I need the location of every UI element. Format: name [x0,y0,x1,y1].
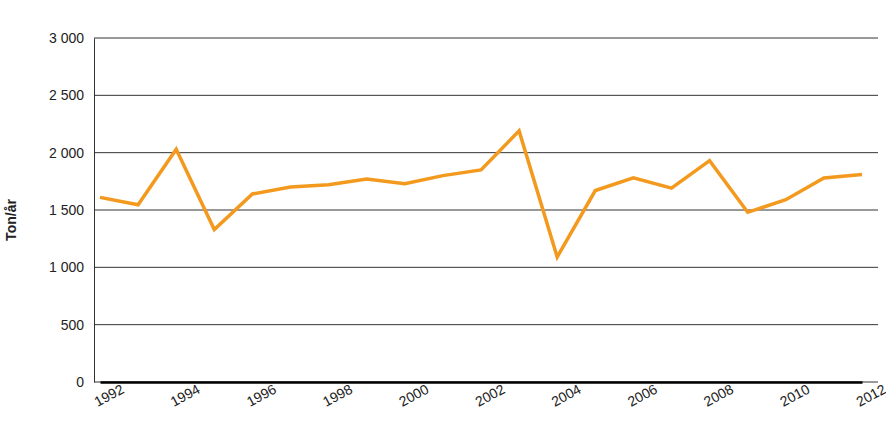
x-tick-label: 2002 [472,381,507,410]
y-tick-label: 1 500 [49,202,84,218]
y-tick: 2 500 [49,87,94,103]
x-tick: 2008 [701,381,736,410]
x-tick: 2010 [777,381,812,410]
x-tick-label: 2010 [777,381,812,410]
x-tick: 2002 [472,381,507,410]
grid-line [94,267,878,268]
x-tick: 1998 [320,381,355,410]
x-tick-label: 2000 [396,381,431,410]
x-tick-label: 1996 [244,381,279,410]
x-tick-label: 2004 [549,381,584,410]
x-tick-label: 1994 [168,381,203,410]
y-tick-label: 3 000 [49,30,84,46]
chart: 05001 0001 5002 0002 5003 00019921994199… [0,0,886,428]
x-tick-label: 1992 [91,381,126,410]
x-tick: 2012 [853,381,886,410]
y-tick: 2 000 [49,145,94,161]
y-tick-label: 0 [76,374,84,390]
y-axis: 0 500 1 000 1 500 2 000 2 500 3 000 [49,30,95,390]
grid-line [94,382,878,383]
y-tick: 0 [76,374,94,390]
x-tick-label: 2012 [853,381,886,410]
grid-line [94,152,878,153]
x-tick: 2004 [549,381,584,410]
y-tick-label: 1 000 [49,259,84,275]
plot-area [100,131,862,257]
x-tick-label: 2006 [625,381,660,410]
grid [94,38,878,382]
y-axis-line [94,39,95,383]
x-axis: 1992 1994 1996 1998 2000 2002 2004 2006 2008 2010… [91,381,886,410]
y-tick: 3 000 [49,30,94,46]
y-axis-title: Ton/år [3,199,19,241]
y-tick: 1 500 [49,202,94,218]
x-tick-label: 1998 [320,381,355,410]
data-line [100,131,862,257]
x-tick-label: 2008 [701,381,736,410]
grid-line [94,95,878,96]
grid-line [94,324,878,325]
y-tick: 500 [61,317,94,333]
y-tick-label: 500 [61,317,85,333]
y-tick-label: 2 500 [49,87,84,103]
y-tick-label: 2 000 [49,145,84,161]
x-tick: 1992 [91,381,126,410]
x-tick: 2006 [625,381,660,410]
grid-line [94,38,878,39]
x-tick: 2000 [396,381,431,410]
x-tick: 1996 [244,381,279,410]
x-tick: 1994 [168,381,203,410]
y-tick: 1 000 [49,259,94,275]
x-axis-line [101,381,863,384]
